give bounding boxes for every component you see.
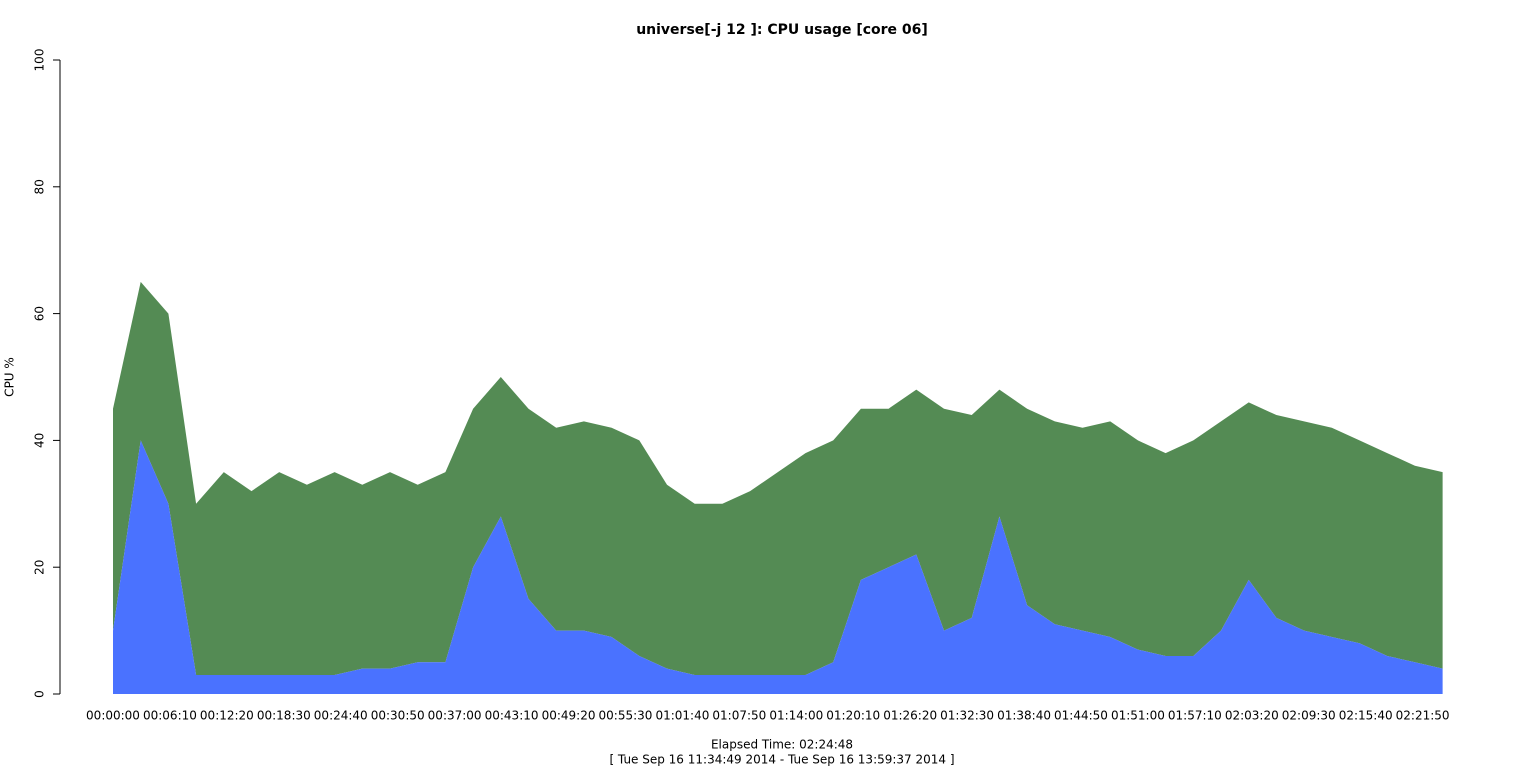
y-axis-label: CPU %: [3, 357, 17, 397]
x-tick-label: 00:37:00: [428, 709, 482, 723]
x-tick-label: 02:03:20: [1225, 709, 1279, 723]
y-tick-label: 80: [33, 179, 47, 194]
y-tick-label: 60: [33, 306, 47, 321]
y-tick-label: 40: [33, 433, 47, 448]
x-tick-label: 01:14:00: [769, 709, 823, 723]
x-tick-label: 00:49:20: [542, 709, 596, 723]
area: [113, 281, 1443, 675]
chart-title: universe[-j 12 ]: CPU usage [core 06]: [636, 22, 928, 38]
x-tick-label: 00:18:30: [257, 709, 311, 723]
x-tick-label: 01:51:00: [1111, 709, 1165, 723]
x-tick-label: 01:26:20: [883, 709, 937, 723]
x-tick-label: 02:15:40: [1339, 709, 1393, 723]
x-tick-label: 02:09:30: [1282, 709, 1336, 723]
subtitle: [ Tue Sep 16 11:34:49 2014 - Tue Sep 16 …: [609, 753, 954, 767]
x-axis-label: Elapsed Time: 02:24:48: [711, 738, 853, 752]
y-tick-label: 0: [33, 690, 47, 698]
y-tick-label: 20: [33, 560, 47, 575]
area: [113, 440, 1443, 694]
x-tick-label: 01:38:40: [997, 709, 1051, 723]
x-tick-label: 00:12:20: [200, 709, 254, 723]
x-tick-label: 01:44:50: [1054, 709, 1108, 723]
x-tick-label: 02:21:50: [1396, 709, 1450, 723]
x-tick-label: 00:55:30: [599, 709, 653, 723]
x-tick-label: 01:57:10: [1168, 709, 1222, 723]
x-tick-label: 00:24:40: [314, 709, 368, 723]
x-tick-label: 01:32:30: [940, 709, 994, 723]
x-tick-label: 00:00:00: [86, 709, 140, 723]
x-tick-label: 00:30:50: [371, 709, 425, 723]
x-tick-label: 01:01:40: [655, 709, 709, 723]
y-tick-label: 100: [33, 49, 47, 72]
x-tick-label: 01:07:50: [712, 709, 766, 723]
x-tick-label: 00:43:10: [485, 709, 539, 723]
x-tick-label: 01:20:10: [826, 709, 880, 723]
x-tick-label: 00:06:10: [143, 709, 197, 723]
